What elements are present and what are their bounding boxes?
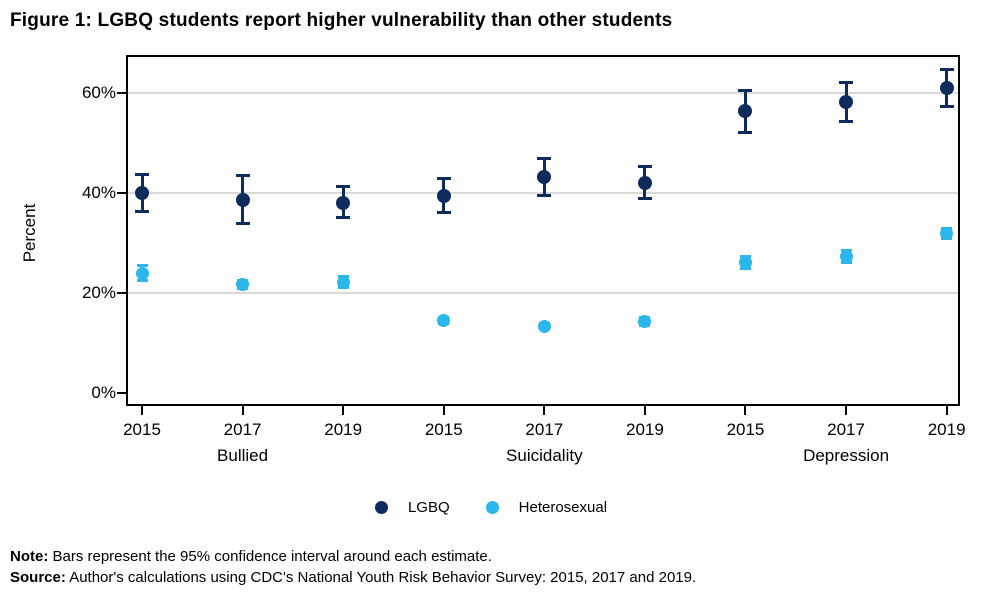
- error-bar-cap: [939, 105, 954, 109]
- data-point-lgbq: [738, 104, 753, 119]
- y-axis-label: Percent: [20, 203, 39, 263]
- chart-notes: Note: Bars represent the 95% confidence …: [10, 546, 696, 588]
- legend-item-heterosexual: Heterosexual: [485, 499, 608, 516]
- error-bar-cap: [738, 88, 753, 92]
- legend-item-lgbq: LGBQ: [374, 499, 450, 516]
- data-point-lgbq: [839, 94, 854, 109]
- error-bar-cap: [637, 165, 652, 169]
- error-bar-cap: [135, 173, 149, 177]
- error-bar-cap: [136, 264, 148, 268]
- legend-dot-icon: [485, 501, 499, 514]
- error-bar-cap: [839, 119, 854, 123]
- error-bar-cap: [537, 193, 552, 197]
- y-tick-mark: [117, 392, 126, 395]
- error-bar-cap: [336, 185, 351, 189]
- data-point-heterosexual: [839, 249, 853, 263]
- legend-dot-icon: [374, 501, 388, 514]
- data-point-heterosexual: [236, 277, 250, 291]
- x-tick-label: 2019: [927, 420, 966, 439]
- error-bar-cap: [436, 210, 451, 214]
- error-bar-cap: [637, 196, 652, 200]
- x-tick-label: 2015: [123, 420, 161, 439]
- gridline: [128, 92, 958, 95]
- data-point-heterosexual: [437, 314, 451, 328]
- x-tick-mark: [241, 406, 244, 415]
- gridline: [128, 292, 958, 295]
- x-group-label: Bullied: [217, 446, 269, 465]
- source-text: Author's calculations using CDC's Nation…: [65, 569, 697, 586]
- data-point-lgbq: [637, 176, 652, 191]
- error-bar-cap: [738, 130, 753, 134]
- error-bar-cap: [136, 278, 148, 282]
- y-tick-mark: [117, 92, 126, 95]
- note-label: Note:: [10, 548, 49, 565]
- data-point-lgbq: [235, 193, 250, 208]
- source-label: Source:: [10, 569, 66, 586]
- y-tick-label: 0%: [91, 383, 116, 403]
- y-tick-label: 20%: [81, 283, 116, 303]
- x-tick-label: 2017: [223, 420, 262, 439]
- x-group-label: Depression: [803, 446, 890, 465]
- data-point-lgbq: [336, 195, 351, 210]
- x-tick-mark: [845, 406, 848, 415]
- plot-area: [126, 55, 960, 406]
- data-point-heterosexual: [638, 314, 652, 328]
- x-tick-mark: [744, 406, 747, 415]
- note-text: Bars represent the 95% confidence interv…: [48, 548, 492, 565]
- error-bar-cap: [537, 156, 552, 160]
- error-bar-cap: [235, 222, 250, 226]
- x-tick-mark: [945, 406, 948, 415]
- x-tick-label: 2019: [625, 420, 664, 439]
- x-tick-label: 2017: [525, 420, 564, 439]
- x-tick-mark: [442, 406, 445, 415]
- data-point-lgbq: [135, 186, 149, 201]
- error-bar-cap: [939, 67, 954, 71]
- figure-title: Figure 1: LGBQ students report higher vu…: [10, 10, 673, 31]
- note-line: Note: Bars represent the 95% confidence …: [10, 546, 696, 567]
- data-point-lgbq: [537, 169, 552, 184]
- legend-label: Heterosexual: [518, 499, 608, 516]
- y-tick-label: 40%: [81, 183, 116, 203]
- chart: Percent 0% 20% 40% 60% 2015 2017 2019 2015 2017 2…: [20, 55, 966, 465]
- source-line: Source: Author's calculations using CDC'…: [10, 567, 696, 588]
- x-tick-label: 2015: [726, 420, 765, 439]
- data-point-heterosexual: [738, 255, 752, 269]
- x-group-label: Suicidality: [506, 446, 583, 465]
- data-point-lgbq: [939, 80, 954, 95]
- x-tick-mark: [643, 406, 646, 415]
- x-tick-label: 2017: [827, 420, 865, 439]
- legend: LGBQ Heterosexual: [0, 499, 982, 516]
- data-point-heterosexual: [940, 226, 954, 240]
- x-tick-label: 2015: [424, 420, 463, 439]
- x-tick-mark: [342, 406, 345, 415]
- error-bar-cap: [235, 173, 250, 177]
- error-bar-cap: [135, 209, 149, 213]
- x-tick-label: 2019: [324, 420, 363, 439]
- y-tick-mark: [117, 292, 126, 295]
- x-tick-mark: [141, 406, 143, 415]
- legend-label: LGBQ: [407, 499, 450, 516]
- error-bar-cap: [839, 80, 854, 84]
- error-bar-cap: [436, 177, 451, 181]
- data-point-lgbq: [436, 189, 451, 204]
- error-bar-cap: [336, 216, 351, 220]
- data-point-heterosexual: [537, 319, 551, 333]
- data-point-heterosexual: [135, 266, 149, 280]
- y-tick-mark: [117, 192, 126, 195]
- y-tick-label: 60%: [81, 83, 116, 103]
- x-tick-mark: [543, 406, 546, 415]
- data-point-heterosexual: [336, 275, 350, 289]
